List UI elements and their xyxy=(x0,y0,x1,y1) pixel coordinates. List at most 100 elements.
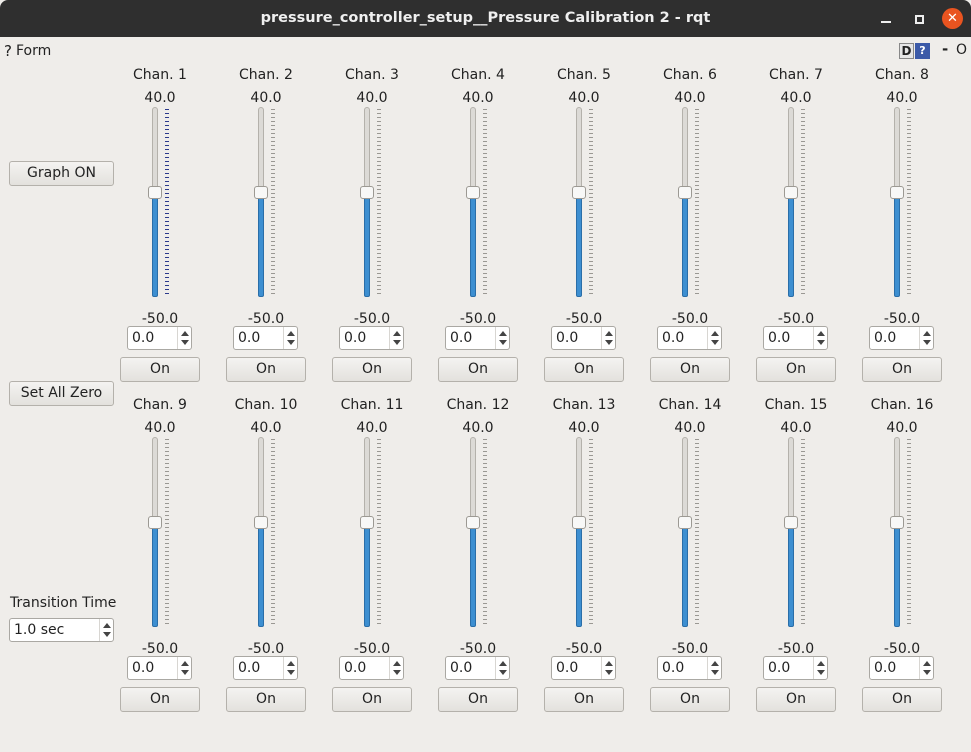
channel-value-spinbox[interactable]: 0.0 xyxy=(339,656,404,680)
spin-up-icon[interactable] xyxy=(499,661,507,666)
slider-handle[interactable] xyxy=(466,516,480,529)
pressure-slider[interactable] xyxy=(466,107,487,299)
spin-down-icon[interactable] xyxy=(287,670,295,675)
spin-arrows[interactable] xyxy=(177,657,191,679)
slider-handle[interactable] xyxy=(784,516,798,529)
spin-arrows[interactable] xyxy=(389,657,403,679)
spin-up-icon[interactable] xyxy=(817,661,825,666)
channel-value-spinbox[interactable]: 0.0 xyxy=(763,326,828,350)
transition-time-spinbox[interactable]: 1.0 sec xyxy=(9,618,114,642)
channel-value-spinbox[interactable]: 0.0 xyxy=(551,656,616,680)
pressure-slider[interactable] xyxy=(678,437,699,629)
pressure-slider[interactable] xyxy=(360,107,381,299)
spin-arrows[interactable] xyxy=(283,327,297,349)
graph-on-button[interactable]: Graph ON xyxy=(9,161,114,186)
channel-value-spinbox[interactable]: 0.0 xyxy=(763,656,828,680)
slider-handle[interactable] xyxy=(466,186,480,199)
channel-value-spinbox[interactable]: 0.0 xyxy=(233,326,298,350)
slider-handle[interactable] xyxy=(360,516,374,529)
spin-up-icon[interactable] xyxy=(711,331,719,336)
maximize-button[interactable] xyxy=(909,9,929,29)
channel-value-spinbox[interactable]: 0.0 xyxy=(127,656,192,680)
spin-arrows[interactable] xyxy=(177,327,191,349)
spin-down-icon[interactable] xyxy=(817,340,825,345)
slider-handle[interactable] xyxy=(254,516,268,529)
channel-on-button[interactable]: On xyxy=(756,357,836,382)
spin-down-icon[interactable] xyxy=(103,632,111,637)
spin-up-icon[interactable] xyxy=(393,331,401,336)
spin-up-icon[interactable] xyxy=(817,331,825,336)
channel-on-button[interactable]: On xyxy=(650,687,730,712)
channel-value-spinbox[interactable]: 0.0 xyxy=(339,326,404,350)
plugin-help-button[interactable]: ? xyxy=(915,43,930,59)
channel-on-button[interactable]: On xyxy=(226,687,306,712)
slider-handle[interactable] xyxy=(784,186,798,199)
close-button[interactable]: ✕ xyxy=(942,8,963,29)
channel-on-button[interactable]: On xyxy=(862,357,942,382)
spin-arrows[interactable] xyxy=(283,657,297,679)
spin-arrows[interactable] xyxy=(601,657,615,679)
slider-handle[interactable] xyxy=(254,186,268,199)
pressure-slider[interactable] xyxy=(890,107,911,299)
channel-on-button[interactable]: On xyxy=(438,357,518,382)
spin-up-icon[interactable] xyxy=(181,331,189,336)
spin-down-icon[interactable] xyxy=(181,340,189,345)
slider-handle[interactable] xyxy=(572,516,586,529)
pressure-slider[interactable] xyxy=(254,437,275,629)
pressure-slider[interactable] xyxy=(360,437,381,629)
pressure-slider[interactable] xyxy=(890,437,911,629)
channel-value-spinbox[interactable]: 0.0 xyxy=(551,326,616,350)
channel-on-button[interactable]: On xyxy=(438,687,518,712)
spin-arrows[interactable] xyxy=(495,657,509,679)
spin-down-icon[interactable] xyxy=(393,340,401,345)
channel-value-spinbox[interactable]: 0.0 xyxy=(869,326,934,350)
spin-arrows[interactable] xyxy=(707,327,721,349)
spin-down-icon[interactable] xyxy=(711,340,719,345)
spin-arrows[interactable] xyxy=(601,327,615,349)
slider-handle[interactable] xyxy=(678,186,692,199)
slider-handle[interactable] xyxy=(890,516,904,529)
pressure-slider[interactable] xyxy=(572,437,593,629)
channel-value-spinbox[interactable]: 0.0 xyxy=(657,326,722,350)
channel-value-spinbox[interactable]: 0.0 xyxy=(127,326,192,350)
spin-up-icon[interactable] xyxy=(605,661,613,666)
spin-arrows[interactable] xyxy=(495,327,509,349)
spin-down-icon[interactable] xyxy=(923,670,931,675)
channel-on-button[interactable]: On xyxy=(756,687,836,712)
slider-handle[interactable] xyxy=(148,516,162,529)
spin-up-icon[interactable] xyxy=(103,623,111,628)
spin-arrows[interactable] xyxy=(813,327,827,349)
spin-up-icon[interactable] xyxy=(181,661,189,666)
channel-value-spinbox[interactable]: 0.0 xyxy=(445,656,510,680)
spin-down-icon[interactable] xyxy=(499,670,507,675)
spin-up-icon[interactable] xyxy=(923,661,931,666)
spin-down-icon[interactable] xyxy=(393,670,401,675)
channel-on-button[interactable]: On xyxy=(650,357,730,382)
channel-on-button[interactable]: On xyxy=(332,357,412,382)
channel-value-spinbox[interactable]: 0.0 xyxy=(445,326,510,350)
pressure-slider[interactable] xyxy=(254,107,275,299)
spin-arrows[interactable] xyxy=(389,327,403,349)
channel-on-button[interactable]: On xyxy=(544,687,624,712)
spin-down-icon[interactable] xyxy=(923,340,931,345)
slider-handle[interactable] xyxy=(678,516,692,529)
spin-up-icon[interactable] xyxy=(287,331,295,336)
channel-on-button[interactable]: On xyxy=(862,687,942,712)
minimize-button[interactable] xyxy=(876,9,896,29)
spin-up-icon[interactable] xyxy=(923,331,931,336)
spin-down-icon[interactable] xyxy=(605,340,613,345)
spin-up-icon[interactable] xyxy=(711,661,719,666)
channel-value-spinbox[interactable]: 0.0 xyxy=(869,656,934,680)
slider-handle[interactable] xyxy=(148,186,162,199)
channel-on-button[interactable]: On xyxy=(332,687,412,712)
spin-up-icon[interactable] xyxy=(287,661,295,666)
spin-up-icon[interactable] xyxy=(393,661,401,666)
spin-down-icon[interactable] xyxy=(711,670,719,675)
channel-value-spinbox[interactable]: 0.0 xyxy=(657,656,722,680)
channel-on-button[interactable]: On xyxy=(226,357,306,382)
spin-arrows[interactable] xyxy=(99,619,113,641)
slider-handle[interactable] xyxy=(360,186,374,199)
spin-down-icon[interactable] xyxy=(181,670,189,675)
spin-arrows[interactable] xyxy=(813,657,827,679)
spin-up-icon[interactable] xyxy=(499,331,507,336)
